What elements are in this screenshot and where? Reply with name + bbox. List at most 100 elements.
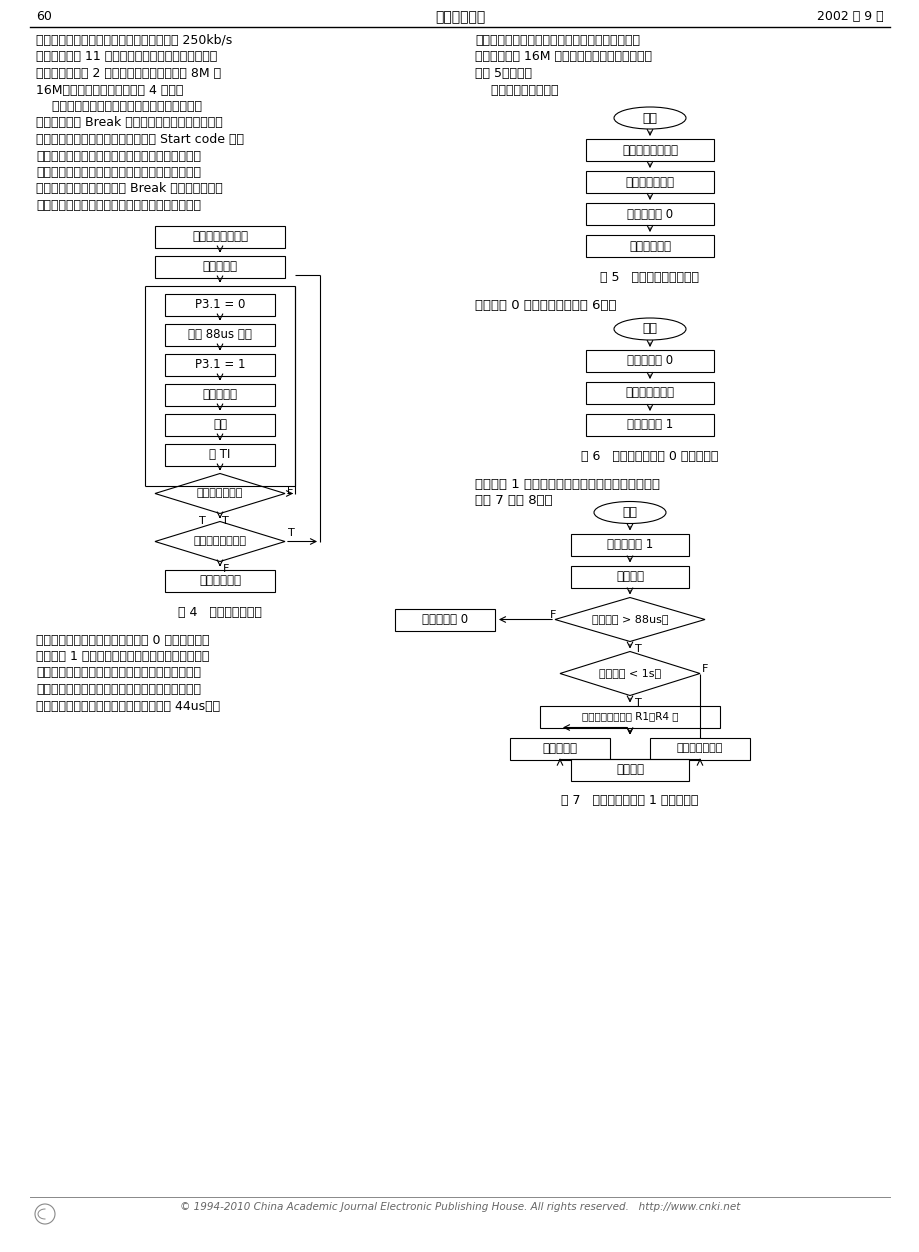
Text: 60: 60 — [36, 10, 51, 24]
Text: 其他处理程序: 其他处理程序 — [199, 573, 241, 587]
Text: P3.1 = 1: P3.1 = 1 — [195, 358, 245, 371]
Text: 设置串口工作方式: 设置串口工作方式 — [192, 230, 248, 243]
Text: 波特率的异步 11 位数据传送的要求，控制器端单片: 波特率的异步 11 位数据传送的要求，控制器端单片 — [36, 50, 217, 64]
Text: 开外部中断 0: 开外部中断 0 — [626, 208, 673, 220]
Text: T: T — [634, 644, 641, 654]
Text: （图 5）如下。: （图 5）如下。 — [474, 68, 531, 80]
Text: 存器复位，准备接收数据；当接收到 Start code 信号: 存器复位，准备接收数据；当接收到 Start code 信号 — [36, 133, 244, 146]
Text: F: F — [550, 610, 556, 620]
Text: 发送数据帧: 发送数据帧 — [202, 388, 237, 401]
Text: 关外部中断 0: 关外部中断 0 — [626, 354, 673, 368]
Text: 弃该帧数据，等待下一帧数据。为了不占用定时器: 弃该帧数据，等待下一帧数据。为了不占用定时器 — [36, 199, 200, 212]
Bar — [165, 353, 275, 376]
Text: 开串口中断: 开串口中断 — [202, 260, 237, 273]
Bar — [165, 383, 275, 406]
Text: 接收端主程序流程：: 接收端主程序流程： — [474, 84, 558, 96]
Bar — [585, 235, 713, 257]
Text: 开外部中断 0: 开外部中断 0 — [422, 613, 468, 626]
Text: 数据帧计数寄存器 R1，R4 复: 数据帧计数寄存器 R1，R4 复 — [581, 711, 677, 721]
Text: 其他处理程序: 其他处理程序 — [629, 239, 670, 253]
Text: © 1994-2010 China Academic Journal Electronic Publishing House. All rights reser: © 1994-2010 China Academic Journal Elect… — [179, 1202, 740, 1212]
Text: 开外部中断 1: 开外部中断 1 — [626, 418, 673, 432]
Bar — [650, 737, 749, 760]
Text: 机可工作在方式 2 状态，单片机晶振可采用 8M 或: 机可工作在方式 2 状态，单片机晶振可采用 8M 或 — [36, 68, 221, 80]
Text: 清 TI: 清 TI — [210, 448, 231, 461]
Bar — [165, 323, 275, 346]
Text: 关外部中断 1: 关外部中断 1 — [607, 538, 652, 551]
Bar — [585, 139, 713, 162]
Text: 单片机应采用 16M 晶振。接收端相关程序流程图: 单片机应采用 16M 晶振。接收端相关程序流程图 — [474, 50, 652, 64]
Text: 图 6   接收端外部中断 0 程序流程图: 图 6 接收端外部中断 0 程序流程图 — [581, 449, 718, 463]
Text: 接收数据，开始检测是否有 Break 信号，否则就放: 接收数据，开始检测是否有 Break 信号，否则就放 — [36, 183, 222, 195]
Polygon shape — [554, 597, 704, 641]
Bar — [165, 413, 275, 436]
Bar — [165, 570, 275, 591]
Circle shape — [35, 1204, 55, 1224]
Text: 调用计时子程序: 调用计时子程序 — [625, 387, 674, 399]
Text: 快，串口中断响应程序执行时间不得超过 44us。为: 快，串口中断响应程序执行时间不得超过 44us。为 — [36, 700, 220, 712]
Text: F: F — [701, 664, 708, 674]
Bar — [585, 351, 713, 372]
Ellipse shape — [594, 502, 665, 523]
Text: 外部中断 1 停止计时。由于接收端在响应串口中断: 外部中断 1 停止计时。由于接收端在响应串口中断 — [36, 650, 210, 664]
Text: 置，当接收到 Break 信号后，系统相关计数变量寄: 置，当接收到 Break 信号后，系统相关计数变量寄 — [36, 116, 222, 129]
Bar — [585, 414, 713, 436]
Text: 开串口中断: 开串口中断 — [542, 742, 577, 755]
Polygon shape — [154, 473, 285, 513]
Ellipse shape — [613, 106, 686, 129]
Text: 数据时序要求的控制信息数据包，为了达到 250kb/s: 数据时序要求的控制信息数据包，为了达到 250kb/s — [36, 34, 232, 48]
Text: （图 7 和图 8）：: （图 7 和图 8）： — [474, 495, 552, 507]
Text: 停止计时: 停止计时 — [616, 570, 643, 583]
Text: E: E — [287, 486, 293, 496]
Text: 图 5   接收端主程序流程图: 图 5 接收端主程序流程图 — [600, 270, 698, 284]
Text: F: F — [222, 563, 229, 573]
Bar — [154, 255, 285, 278]
Text: 计时时间 > 88us？: 计时时间 > 88us？ — [591, 615, 667, 625]
Text: 后有响应的处理程序，要花费一定的时间，为了保: 后有响应的处理程序，要花费一定的时间，为了保 — [36, 666, 200, 680]
Text: 16M。发送数据程序流程如图 4 所示：: 16M。发送数据程序流程如图 4 所示： — [36, 84, 183, 96]
Text: 数据包发送完？: 数据包发送完？ — [197, 488, 243, 498]
Text: 开始: 开始 — [622, 506, 637, 520]
Bar — [585, 203, 713, 225]
Polygon shape — [154, 522, 285, 561]
Bar — [585, 172, 713, 193]
Text: 延时 88us 以上: 延时 88us 以上 — [187, 328, 252, 341]
Text: T: T — [221, 516, 228, 526]
Bar — [539, 705, 720, 727]
Text: 发送下一数据包？: 发送下一数据包？ — [193, 537, 246, 547]
Text: 接收端通过外部中断响应来检测数据的起始位: 接收端通过外部中断响应来检测数据的起始位 — [36, 100, 202, 113]
Bar — [509, 737, 609, 760]
Text: 外部中断 1 服务程序流程和串口中断服务程序流程: 外部中断 1 服务程序流程和串口中断服务程序流程 — [474, 478, 659, 491]
Text: 图 7   接收端外部中断 1 程序流程图: 图 7 接收端外部中断 1 程序流程图 — [561, 795, 698, 808]
Text: 开始: 开始 — [641, 323, 657, 336]
Ellipse shape — [613, 318, 686, 341]
Text: 照明工程学报: 照明工程学报 — [435, 10, 484, 24]
Text: T: T — [199, 516, 205, 526]
Text: 证数据帧的正确接收，单片机的处理速度应尽量的: 证数据帧的正确接收，单片机的处理速度应尽量的 — [36, 684, 200, 696]
Text: 2002 年 9 月: 2002 年 9 月 — [816, 10, 883, 24]
Bar — [571, 566, 688, 587]
Text: T: T — [288, 527, 294, 537]
Text: P3.1 = 0: P3.1 = 0 — [195, 298, 245, 310]
Text: 设置串口工作方式: 设置串口工作方式 — [621, 144, 677, 156]
Bar — [154, 225, 285, 248]
Bar — [571, 533, 688, 556]
Text: 延时: 延时 — [213, 418, 227, 431]
Text: 设的本机地址相等时接收该帧数据并停止本机串口: 设的本机地址相等时接收该帧数据并停止本机串口 — [36, 167, 200, 179]
Polygon shape — [560, 651, 699, 696]
Text: 计时时间 < 1s？: 计时时间 < 1s？ — [598, 669, 661, 679]
Text: 外部中断 0 服务程序流程（图 6）：: 外部中断 0 服务程序流程（图 6）： — [474, 299, 616, 312]
Bar — [585, 382, 713, 404]
Text: 后，对其后面的数据帧进行计数，当数据帧数与预: 后，对其后面的数据帧进行计数，当数据帧数与预 — [36, 149, 200, 163]
Bar — [165, 293, 275, 316]
Bar — [571, 759, 688, 780]
Text: T: T — [634, 697, 641, 707]
Text: 错误处理子程序: 错误处理子程序 — [676, 744, 722, 754]
Text: 中断返回: 中断返回 — [616, 762, 643, 776]
Bar — [394, 608, 494, 631]
Text: 资源，采用程序计时，由外部中断 0 触发计时，由: 资源，采用程序计时，由外部中断 0 触发计时，由 — [36, 634, 210, 646]
Text: 开始: 开始 — [641, 111, 657, 124]
Text: 设置中断优先级: 设置中断优先级 — [625, 175, 674, 189]
Text: 了满足数据的时序要求并提高单片机处理的速度，: 了满足数据的时序要求并提高单片机处理的速度， — [474, 34, 640, 48]
Text: 图 4   发送程序流程图: 图 4 发送程序流程图 — [178, 606, 262, 618]
